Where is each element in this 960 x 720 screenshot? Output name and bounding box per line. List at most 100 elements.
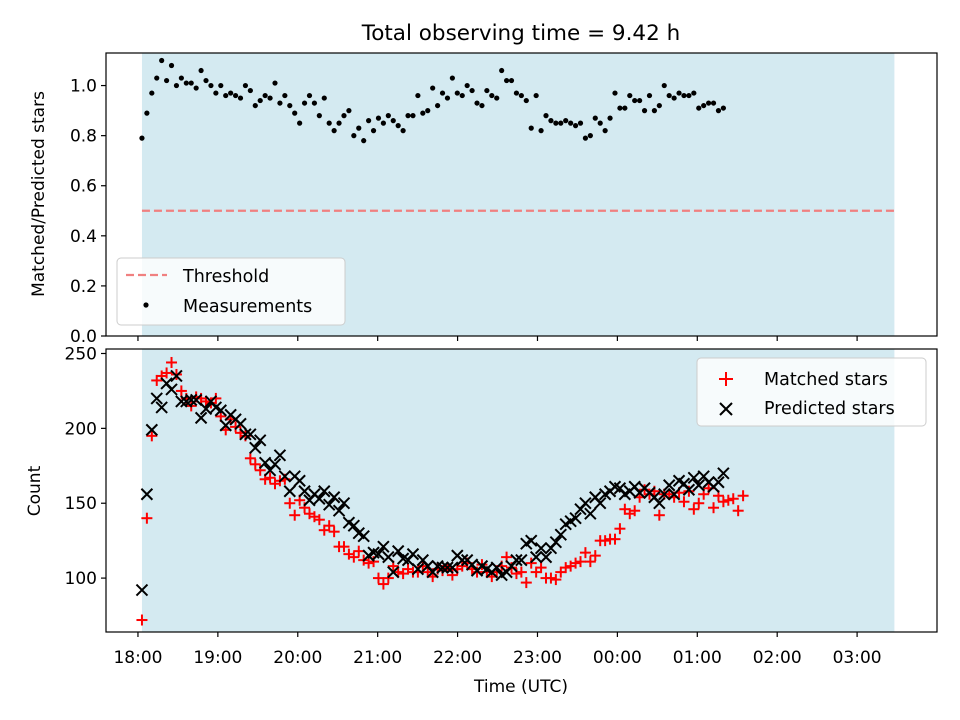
predicted-star-point xyxy=(717,467,730,480)
measurement-point xyxy=(676,90,682,96)
predicted-stars-points xyxy=(135,369,730,597)
matched-star-point xyxy=(693,497,705,509)
measurement-points xyxy=(139,57,726,144)
matched-star-point xyxy=(535,562,547,574)
measurement-point xyxy=(592,115,598,121)
matched-star-point xyxy=(323,520,335,532)
measurement-point xyxy=(292,110,298,116)
matched-star-point xyxy=(550,574,562,586)
matched-star-point xyxy=(146,430,158,442)
predicted-star-point xyxy=(490,561,503,574)
measurement-point xyxy=(321,95,327,101)
x-tick-label: 18:00 xyxy=(113,648,162,668)
measurement-point xyxy=(607,115,613,121)
predicted-star-point xyxy=(446,561,459,574)
measurement-point xyxy=(257,97,263,104)
measurement-point xyxy=(696,105,702,111)
measurement-point xyxy=(395,123,401,129)
bottom-y-tick-label: 100 xyxy=(65,569,97,589)
measurement-point xyxy=(326,120,332,126)
measurement-point xyxy=(173,82,180,89)
measurement-point xyxy=(390,118,396,124)
measurement-point xyxy=(237,95,244,101)
x-tick-label: 00:00 xyxy=(593,648,642,668)
measurement-point xyxy=(597,120,603,126)
measurement-point xyxy=(641,108,648,114)
measurement-point xyxy=(149,90,155,96)
predicted-star-point xyxy=(313,492,326,505)
measurement-point xyxy=(410,113,416,119)
predicted-star-point xyxy=(534,541,548,555)
measurement-point xyxy=(262,92,268,99)
predicted-star-point xyxy=(377,540,390,553)
measurement-point xyxy=(208,82,214,89)
predicted-star-point xyxy=(145,423,159,437)
predicted-star-point xyxy=(584,507,597,520)
matched-star-point xyxy=(653,509,665,521)
legend-predicted-label: Predicted stars xyxy=(764,399,895,419)
top-y-tick-label: 0.0 xyxy=(70,327,97,347)
matched-star-point xyxy=(584,556,596,568)
measurement-point xyxy=(582,135,589,141)
matched-star-point xyxy=(249,458,261,470)
x-tick-label: 01:00 xyxy=(673,648,722,668)
top-y-tick-label: 0.4 xyxy=(70,227,97,247)
predicted-star-point xyxy=(406,547,420,561)
matched-star-point xyxy=(166,356,178,368)
measurement-point xyxy=(420,110,426,116)
predicted-star-point xyxy=(510,553,523,567)
matched-star-point xyxy=(599,535,611,547)
measurement-point xyxy=(188,80,194,86)
measurement-point xyxy=(139,135,145,141)
measurement-point xyxy=(508,77,515,84)
measurement-point xyxy=(435,102,441,109)
bottom-y-tick-label: 250 xyxy=(65,344,97,364)
measurement-point xyxy=(543,113,549,119)
predicted-star-point xyxy=(662,479,676,492)
predicted-star-point xyxy=(258,456,272,470)
matched-star-point xyxy=(284,497,296,509)
x-tick-label: 02:00 xyxy=(753,648,802,668)
top-axes-frame xyxy=(105,52,938,337)
measurement-point xyxy=(213,90,219,96)
x-tick-label: 20:00 xyxy=(273,648,322,668)
measurement-point xyxy=(587,133,593,139)
measurement-point xyxy=(494,95,500,101)
matched-star-point xyxy=(372,572,384,584)
measurement-point xyxy=(691,90,697,96)
measurement-point xyxy=(430,85,436,91)
matched-star-point xyxy=(737,490,749,502)
legend-matched-swatch xyxy=(719,372,733,386)
measurement-point xyxy=(563,118,569,124)
measurement-point xyxy=(425,108,431,114)
measurement-point xyxy=(183,80,189,86)
measurement-point xyxy=(415,92,421,99)
measurement-point xyxy=(602,128,608,134)
measurement-point xyxy=(168,62,175,69)
measurement-point xyxy=(198,67,204,74)
predicted-star-point xyxy=(687,471,701,484)
predicted-star-point xyxy=(170,369,183,383)
measurement-point xyxy=(247,87,253,94)
measurement-point xyxy=(375,115,382,121)
measurement-point xyxy=(464,82,470,89)
measurement-point xyxy=(242,82,249,89)
matched-star-point xyxy=(614,523,626,535)
measurement-point xyxy=(577,120,584,126)
matched-star-point xyxy=(353,545,365,557)
measurement-point xyxy=(385,113,391,119)
matched-star-point xyxy=(515,566,527,578)
predicted-star-point xyxy=(278,470,292,483)
predicted-star-point xyxy=(539,550,553,564)
matched-star-point xyxy=(579,547,591,559)
predicted-star-point xyxy=(318,485,331,498)
matched-star-point xyxy=(289,509,301,521)
predicted-star-point xyxy=(239,428,252,441)
measurement-point xyxy=(282,92,288,99)
measurement-point xyxy=(370,128,377,134)
predicted-star-point xyxy=(347,519,361,532)
legend-predicted-swatch xyxy=(719,402,733,416)
measurement-point xyxy=(232,92,239,99)
predicted-star-point xyxy=(337,497,351,510)
matched-star-point xyxy=(377,578,389,590)
